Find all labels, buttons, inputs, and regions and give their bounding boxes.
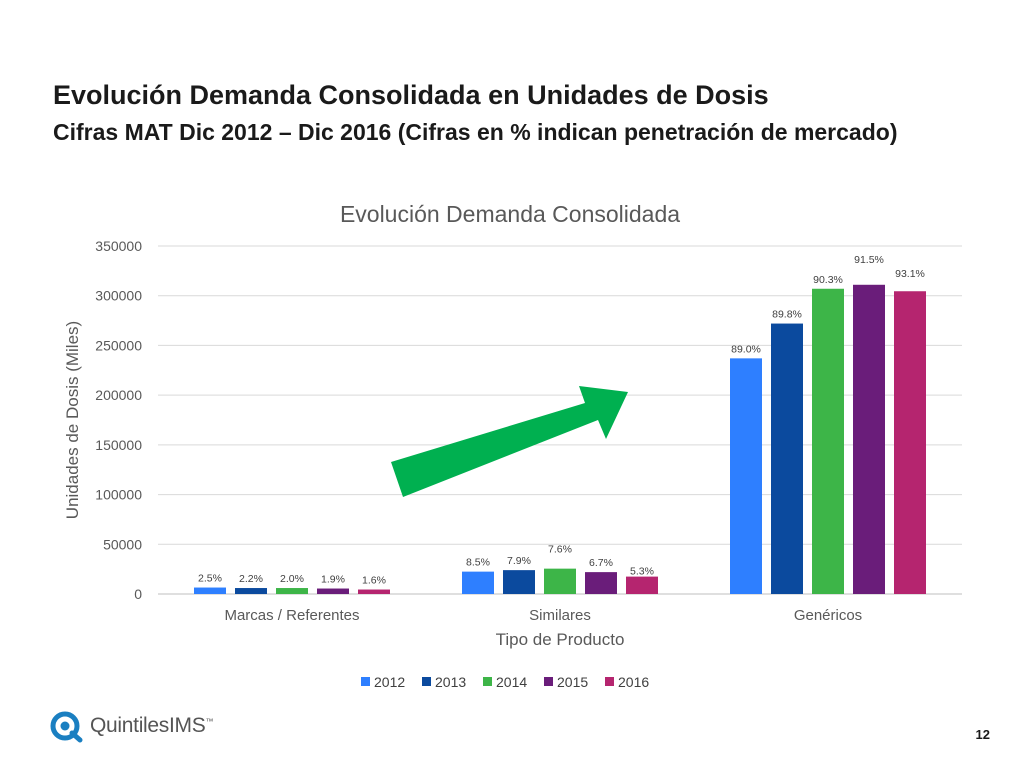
bar — [853, 284, 885, 594]
data-label: 89.0% — [731, 343, 761, 355]
x-axis-label: Tipo de Producto — [496, 630, 625, 649]
data-label: 2.2% — [239, 573, 263, 585]
x-tick-label: Genéricos — [794, 607, 862, 624]
y-tick-label: 250000 — [95, 337, 142, 353]
chart-title: Evolución Demanda Consolidada — [340, 201, 680, 227]
bar — [626, 576, 658, 594]
data-label: 90.3% — [813, 274, 843, 286]
bar — [585, 572, 617, 594]
logo-text: QuintilesIMS — [90, 714, 206, 737]
bar — [730, 358, 762, 594]
quintilesims-logo-icon — [50, 711, 83, 743]
data-label: 91.5% — [854, 254, 884, 266]
quintilesims-logo: QuintilesIMS™ — [50, 708, 213, 744]
legend-label: 2014 — [496, 674, 527, 690]
data-label: 5.3% — [630, 566, 654, 578]
data-label: 93.1% — [895, 268, 925, 280]
data-label: 2.5% — [198, 573, 222, 585]
data-label: 7.9% — [507, 555, 531, 567]
legend-label: 2016 — [618, 674, 649, 690]
legend-swatch — [544, 677, 553, 686]
slide-title: Evolución Demanda Consolidada en Unidade… — [53, 80, 769, 110]
bar — [544, 568, 576, 594]
data-label: 1.6% — [362, 575, 386, 587]
legend-swatch — [422, 677, 431, 686]
bar — [771, 323, 803, 594]
y-tick-label: 350000 — [95, 238, 142, 254]
legend-label: 2012 — [374, 674, 405, 690]
data-label: 8.5% — [466, 557, 490, 569]
x-tick-label: Similares — [529, 607, 591, 624]
data-label: 89.8% — [772, 309, 802, 321]
page-number: 12 — [975, 727, 990, 742]
data-label: 2.0% — [280, 573, 304, 585]
legend-swatch — [605, 677, 614, 686]
bar — [462, 571, 494, 594]
y-tick-label: 200000 — [95, 387, 142, 403]
logo-trademark: ™ — [205, 717, 214, 726]
y-tick-label: 300000 — [95, 288, 142, 304]
bar — [503, 570, 535, 594]
trend-arrow — [391, 386, 628, 497]
data-label: 7.6% — [548, 544, 572, 556]
legend-swatch — [361, 677, 370, 686]
bar — [194, 587, 226, 594]
data-label: 6.7% — [589, 557, 613, 569]
y-tick-label: 0 — [134, 586, 142, 602]
y-tick-label: 50000 — [103, 536, 142, 552]
bar — [358, 589, 390, 594]
slide-subtitle: Cifras MAT Dic 2012 – Dic 2016 (Cifras e… — [53, 119, 898, 145]
bar — [812, 288, 844, 594]
bar — [276, 588, 308, 594]
legend-label: 2015 — [557, 674, 588, 690]
y-axis-label: Unidades de Dosis (Miles) — [63, 321, 82, 519]
bar — [894, 291, 926, 594]
x-tick-label: Marcas / Referentes — [224, 607, 359, 624]
y-tick-label: 150000 — [95, 437, 142, 453]
data-label: 1.9% — [321, 574, 345, 586]
bar — [317, 588, 349, 594]
legend-label: 2013 — [435, 674, 466, 690]
bar — [235, 588, 267, 594]
legend-swatch — [483, 677, 492, 686]
y-tick-label: 100000 — [95, 487, 142, 503]
